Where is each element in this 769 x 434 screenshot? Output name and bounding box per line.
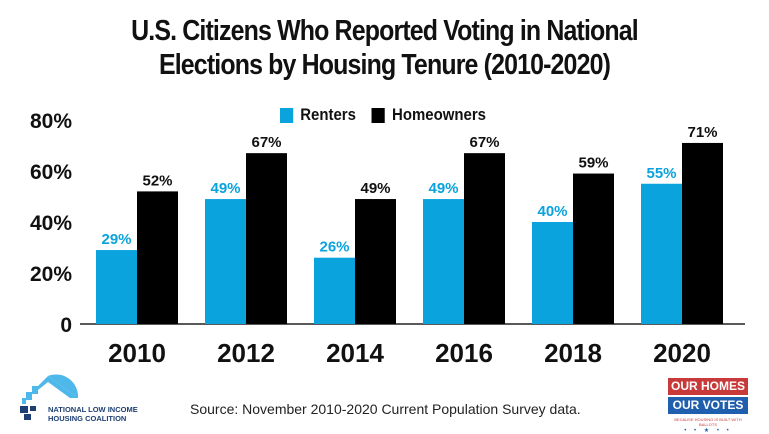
- bar-renters-2014: [314, 257, 355, 324]
- legend-swatch-homeowners: [371, 107, 385, 123]
- legend-item-homeowners: Homeowners: [371, 105, 486, 125]
- campaign-logo: OUR HOMES OUR VOTES BECAUSE HOUSING IS B…: [668, 378, 748, 434]
- data-label: 59%: [578, 155, 608, 172]
- data-label: 71%: [687, 124, 717, 141]
- x-tick-label: 2016: [435, 338, 493, 368]
- chart-title: U.S. Citizens Who Reported Voting in Nat…: [54, 14, 715, 82]
- data-label: 49%: [428, 180, 458, 197]
- bar-renters-2018: [532, 222, 573, 324]
- bar-renters-2016: [423, 199, 464, 324]
- bar-renters-2020: [641, 183, 682, 324]
- x-tick-label: 2020: [653, 338, 711, 368]
- x-tick-label: 2018: [544, 338, 602, 368]
- data-label: 55%: [646, 165, 676, 182]
- bar-homeowners-2016: [464, 153, 505, 324]
- bar-renters-2012: [205, 199, 246, 324]
- campaign-tagline: BECAUSE HOUSING IS BUILT WITH BALLOTS: [674, 417, 742, 427]
- y-tick-label: 80%: [30, 110, 72, 133]
- legend-item-renters: Renters: [280, 105, 356, 125]
- bar-homeowners-2020: [682, 142, 723, 324]
- legend-swatch-renters: [280, 107, 294, 123]
- y-tick-label: 60%: [30, 161, 72, 184]
- campaign-line-1: OUR HOMES: [668, 378, 748, 395]
- title-line-2: Elections by Housing Tenure (2010-2020): [158, 49, 611, 81]
- data-label: 49%: [360, 180, 390, 197]
- y-tick-label: 0: [60, 314, 72, 337]
- data-label: 40%: [537, 203, 567, 220]
- bar-homeowners-2014: [355, 199, 396, 324]
- legend-label-renters: Renters: [300, 105, 356, 124]
- bar-homeowners-2012: [246, 153, 287, 324]
- title-line-1: U.S. Citizens Who Reported Voting in Nat…: [131, 15, 639, 47]
- x-tick-label: 2014: [326, 338, 384, 368]
- data-label: 49%: [210, 180, 240, 197]
- bar-homeowners-2010: [137, 191, 178, 324]
- data-label: 67%: [251, 134, 281, 151]
- legend: Renters Homeowners: [280, 104, 502, 126]
- data-label: 67%: [469, 134, 499, 151]
- nlihc-line-1: NATIONAL LOW INCOME: [48, 405, 138, 414]
- bar-homeowners-2018: [573, 173, 614, 324]
- legend-label-homeowners: Homeowners: [392, 105, 486, 124]
- x-tick-label: 2010: [108, 338, 166, 368]
- nlihc-line-2: HOUSING COALITION: [48, 414, 127, 423]
- data-label: 52%: [142, 172, 172, 189]
- campaign-line-2: OUR VOTES: [668, 397, 748, 414]
- data-label: 26%: [319, 239, 349, 256]
- nlihc-logo: [20, 374, 79, 420]
- source-note: Source: November 2010-2020 Current Popul…: [190, 401, 581, 417]
- x-tick-label: 2012: [217, 338, 275, 368]
- nlihc-logo-text: NATIONAL LOW INCOME HOUSING COALITION: [48, 405, 138, 423]
- y-tick-label: 40%: [30, 212, 72, 235]
- y-tick-label: 20%: [30, 263, 72, 286]
- bar-renters-2010: [96, 250, 137, 324]
- stars-icon: • • ★ • •: [684, 428, 732, 434]
- data-label: 29%: [101, 231, 131, 248]
